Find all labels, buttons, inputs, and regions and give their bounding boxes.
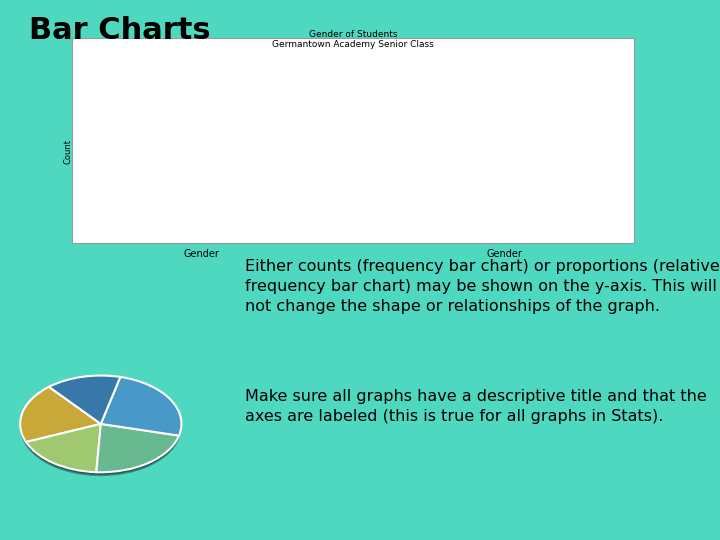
Text: Make sure all graphs have a descriptive title and that the
axes are labeled (thi: Make sure all graphs have a descriptive … xyxy=(245,389,706,423)
Wedge shape xyxy=(101,377,181,436)
Wedge shape xyxy=(20,387,101,442)
Wedge shape xyxy=(49,380,120,428)
Y-axis label: Proportion: Proportion xyxy=(364,130,372,173)
Wedge shape xyxy=(26,428,101,476)
Wedge shape xyxy=(49,377,120,425)
Bar xyxy=(533,91,602,227)
Wedge shape xyxy=(101,377,181,436)
Wedge shape xyxy=(26,427,101,475)
Wedge shape xyxy=(20,391,101,446)
Bar xyxy=(230,93,300,227)
Text: Bar Charts: Bar Charts xyxy=(29,16,210,45)
Wedge shape xyxy=(96,425,179,474)
Bar xyxy=(406,111,475,227)
Bar xyxy=(104,108,173,227)
Wedge shape xyxy=(101,378,181,437)
Wedge shape xyxy=(101,381,181,440)
Wedge shape xyxy=(101,380,181,438)
Wedge shape xyxy=(49,378,120,427)
X-axis label: Gender: Gender xyxy=(184,249,220,259)
Wedge shape xyxy=(96,424,179,472)
Wedge shape xyxy=(26,424,101,472)
Y-axis label: Count: Count xyxy=(63,139,73,164)
Wedge shape xyxy=(96,424,179,472)
Wedge shape xyxy=(20,388,101,443)
Wedge shape xyxy=(20,387,101,442)
Text: Either counts (frequency bar chart) or proportions (relative
frequency bar chart: Either counts (frequency bar chart) or p… xyxy=(245,259,719,314)
Wedge shape xyxy=(20,389,101,444)
Wedge shape xyxy=(96,427,179,475)
Wedge shape xyxy=(49,375,120,424)
Wedge shape xyxy=(26,424,101,472)
Wedge shape xyxy=(49,375,120,424)
Wedge shape xyxy=(96,428,179,476)
Text: Gender of Students
Germantown Academy Senior Class: Gender of Students Germantown Academy Se… xyxy=(272,30,433,49)
Wedge shape xyxy=(26,425,101,474)
X-axis label: Gender: Gender xyxy=(486,249,522,259)
